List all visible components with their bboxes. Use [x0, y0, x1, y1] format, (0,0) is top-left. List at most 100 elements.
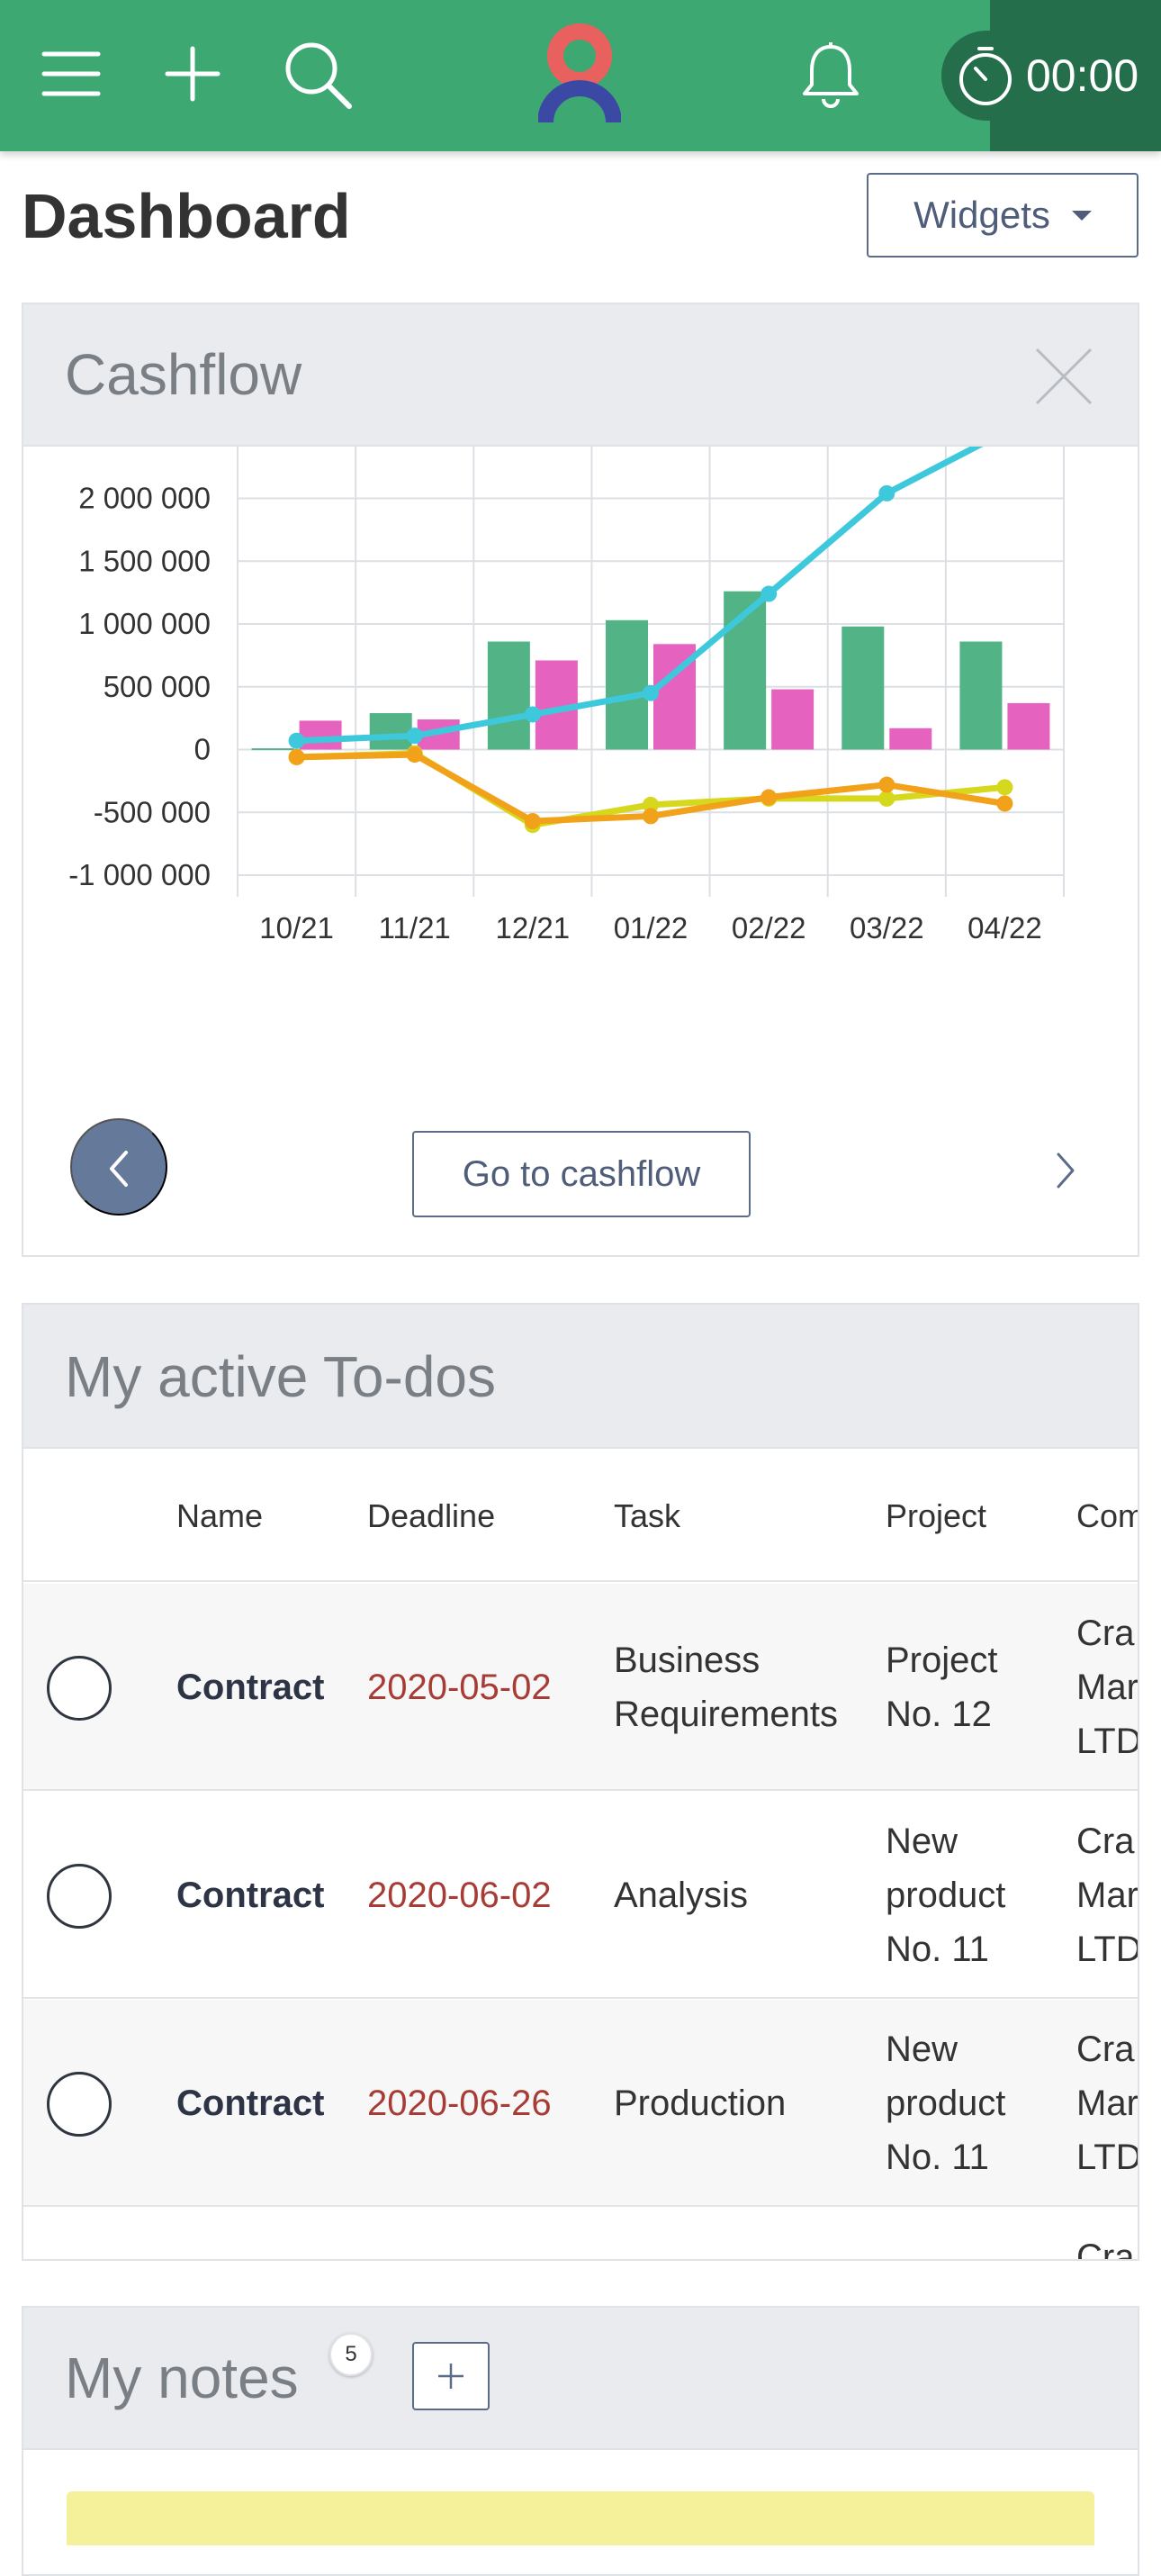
- todo-name[interactable]: Contract: [176, 1876, 325, 1915]
- y-tick-label: 0: [194, 733, 211, 766]
- note-card[interactable]: [67, 2491, 1094, 2545]
- y-tick-label: 1 500 000: [78, 544, 211, 577]
- todo-deadline: 2020-06-02: [367, 1876, 552, 1915]
- data-point: [760, 585, 778, 602]
- todo-company: Cra Mar LTD: [1076, 2029, 1139, 2177]
- bar: [771, 689, 814, 750]
- timer-value[interactable]: 00:00: [1026, 50, 1139, 101]
- page-title: Dashboard: [22, 181, 351, 251]
- bar: [842, 626, 885, 750]
- widgets-dropdown-button[interactable]: Widgets: [867, 173, 1138, 258]
- previous-button[interactable]: [70, 1118, 167, 1216]
- bar: [369, 713, 412, 750]
- todos-title: My active To-dos: [65, 1344, 496, 1409]
- todo-name[interactable]: Contract: [176, 2083, 325, 2123]
- todo-task: Business Requirements: [614, 1641, 839, 1734]
- notes-header: My notes 5: [23, 2308, 1138, 2450]
- notes-count-badge: 5: [329, 2333, 373, 2376]
- todos-widget: My active To-dos Name Deadline Task Proj…: [22, 1303, 1139, 2261]
- x-tick-label: 11/21: [379, 911, 451, 945]
- stopwatch-icon[interactable]: [956, 45, 1015, 108]
- app-logo[interactable]: [537, 22, 622, 130]
- bar: [959, 641, 1003, 750]
- column-task[interactable]: Task: [614, 1497, 681, 1534]
- table-row[interactable]: Cra: [23, 2208, 1138, 2261]
- column-company[interactable]: Com: [1076, 1497, 1139, 1534]
- y-tick-label: -500 000: [94, 795, 211, 828]
- todo-deadline: 2020-06-26: [367, 2083, 552, 2123]
- data-point: [996, 779, 1013, 796]
- data-point: [524, 706, 541, 723]
- y-tick-label: 500 000: [104, 670, 211, 703]
- todo-name[interactable]: Contract: [176, 1668, 325, 1707]
- todo-project: New product No. 11: [886, 2029, 1006, 2177]
- chevron-right-icon[interactable]: [1039, 1143, 1093, 1198]
- bar: [889, 728, 932, 750]
- table-row[interactable]: Contract 2020-05-02 Business Requirements…: [23, 1584, 1138, 1791]
- bar: [299, 720, 342, 750]
- todo-deadline: 2020-05-02: [367, 1668, 552, 1707]
- go-to-cashflow-button[interactable]: Go to cashflow: [412, 1131, 751, 1217]
- data-point: [643, 684, 659, 701]
- todo-task: Production: [614, 2083, 787, 2123]
- data-point: [406, 746, 423, 764]
- table-row[interactable]: Contract 2020-06-02 Analysis New product N…: [23, 1792, 1138, 1999]
- close-icon[interactable]: [1035, 348, 1093, 405]
- data-point: [996, 795, 1013, 812]
- x-tick-label: 03/22: [850, 911, 924, 945]
- notes-title: My notes: [65, 2346, 299, 2410]
- todo-company: Cra Mar LTD: [1076, 1613, 1139, 1761]
- notes-widget: My notes 5: [22, 2306, 1139, 2576]
- column-name[interactable]: Name: [176, 1497, 264, 1534]
- cashflow-header: Cashflow: [23, 304, 1138, 447]
- x-tick-label: 01/22: [614, 911, 688, 945]
- data-point: [878, 790, 896, 807]
- column-project[interactable]: Project: [886, 1497, 987, 1534]
- x-tick-label: 12/21: [496, 911, 571, 945]
- todos-table-header: Name Deadline Task Project Com: [23, 1449, 1138, 1582]
- y-tick-label: 1 000 000: [78, 607, 211, 640]
- bar: [606, 619, 648, 750]
- x-tick-label: 04/22: [968, 911, 1042, 945]
- x-tick-label: 02/22: [732, 911, 806, 945]
- table-row[interactable]: Contract 2020-06-26 Production New produc…: [23, 2000, 1138, 2207]
- plus-icon[interactable]: [164, 45, 221, 103]
- bar: [251, 748, 294, 751]
- data-point: [643, 808, 659, 825]
- todo-company: Cra Mar LTD: [1076, 1821, 1139, 1969]
- widgets-label: Widgets: [914, 194, 1050, 236]
- todo-project: Project No. 12: [886, 1641, 998, 1734]
- caret-down-icon: [1071, 210, 1092, 221]
- bar: [1007, 702, 1050, 750]
- complete-checkbox[interactable]: [47, 2072, 112, 2137]
- add-note-button[interactable]: [412, 2342, 490, 2410]
- cashflow-title: Cashflow: [65, 342, 302, 407]
- timer-pill: [941, 31, 1049, 121]
- plus-icon: [438, 2364, 464, 2389]
- todo-company: Cra: [1076, 2237, 1135, 2261]
- y-tick-label: 2 500 000: [78, 447, 211, 452]
- todo-project: New product No. 11: [886, 1821, 1006, 1969]
- chevron-left-icon: [110, 1151, 128, 1187]
- top-bar: 00:00: [0, 0, 1161, 151]
- y-tick-label: -1 000 000: [68, 858, 211, 891]
- complete-checkbox[interactable]: [47, 1864, 112, 1929]
- y-tick-label: 2 000 000: [78, 482, 211, 515]
- data-point: [524, 813, 541, 830]
- todo-task: Analysis: [614, 1876, 748, 1915]
- data-point: [406, 728, 423, 745]
- column-deadline[interactable]: Deadline: [367, 1497, 496, 1534]
- data-point: [288, 732, 305, 749]
- bell-icon[interactable]: [799, 41, 862, 110]
- search-icon[interactable]: [283, 40, 355, 112]
- todos-header: My active To-dos: [23, 1305, 1138, 1449]
- data-point: [878, 484, 896, 502]
- bar: [487, 641, 530, 750]
- complete-checkbox[interactable]: [47, 1656, 112, 1721]
- x-tick-label: 10/21: [259, 911, 334, 945]
- data-point: [878, 776, 896, 793]
- menu-icon[interactable]: [41, 47, 101, 101]
- data-point: [760, 789, 778, 806]
